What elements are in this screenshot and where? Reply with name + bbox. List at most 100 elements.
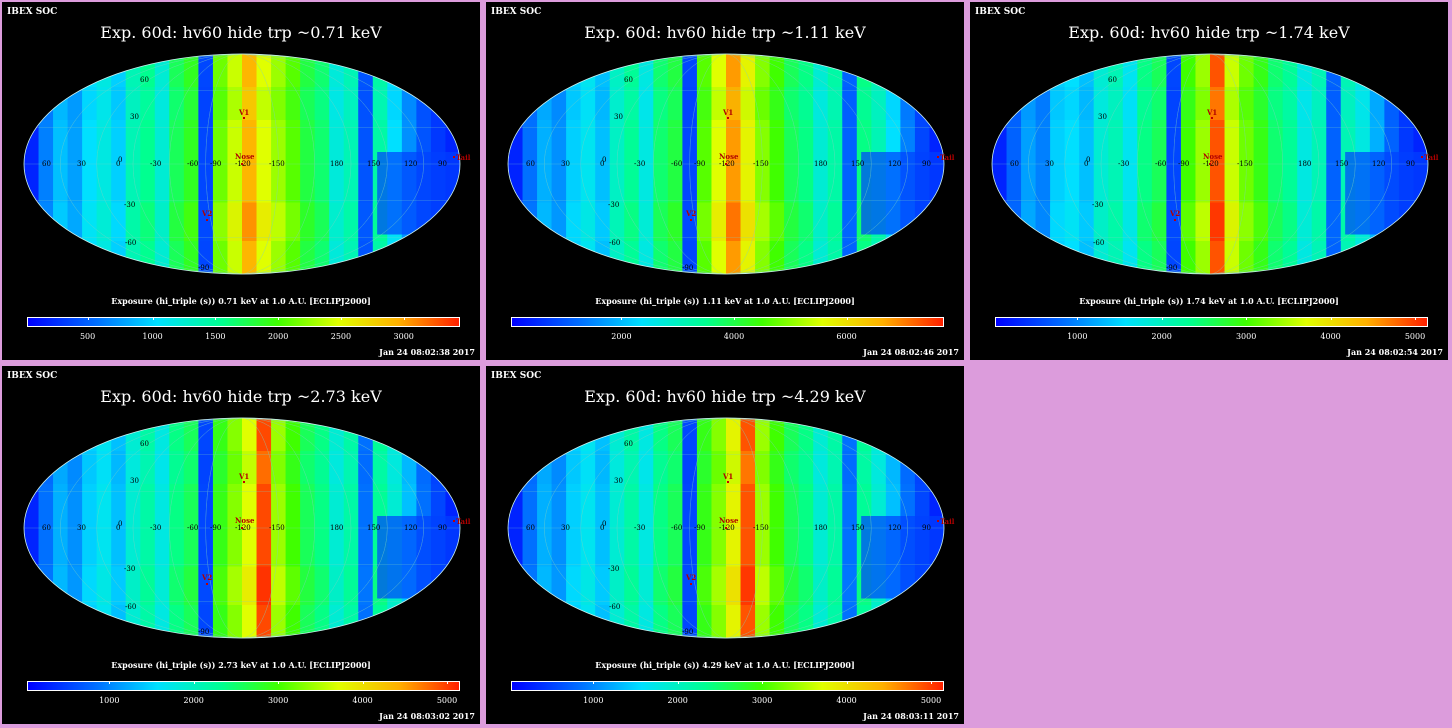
map-outline (23, 53, 461, 275)
v2-marker-label: V2 (685, 573, 696, 582)
lat-label: -90 (682, 628, 693, 636)
colorbar (27, 317, 460, 327)
lon-label: 90 (1406, 160, 1415, 168)
lon-label: 150 (851, 524, 864, 532)
tick-mark (193, 681, 195, 684)
soc-header: IBEX SOC (491, 371, 542, 381)
tick-mark (278, 681, 280, 684)
tail-marker-dot (937, 520, 939, 522)
v2-marker-dot (1174, 219, 1176, 221)
lon-label: -60 (187, 160, 198, 168)
lon-label: 120 (1372, 160, 1385, 168)
tick-mark (1077, 317, 1079, 320)
sky-map-panel: IBEX SOC60300-30-60-9060300-30-60-90-120… (486, 366, 964, 724)
nose-marker-label: Nose (235, 516, 255, 525)
lon-label: 0 (116, 160, 120, 168)
colorbar-title: Exposure (hi_triple (s)) 1.11 keV at 1.0… (595, 296, 855, 306)
v2-marker-dot (206, 583, 208, 585)
v1-marker-dot (727, 481, 729, 483)
v1-marker-dot (243, 117, 245, 119)
lon-label: 60 (1010, 160, 1019, 168)
v1-marker-label: V1 (1206, 108, 1217, 117)
lon-label: 180 (814, 524, 827, 532)
soc-header: IBEX SOC (7, 7, 58, 17)
lat-label: 30 (1098, 113, 1107, 121)
timestamp: Jan 24 08:02:38 2017 (379, 347, 475, 357)
tick-mark (403, 317, 405, 320)
soc-header: IBEX SOC (7, 371, 58, 381)
tick-mark (362, 681, 364, 684)
lat-label: -60 (125, 239, 136, 247)
tick-label: 2000 (667, 696, 688, 705)
lat-label: -60 (1093, 239, 1104, 247)
tick-mark (677, 681, 679, 684)
nose-marker-dot (725, 527, 727, 529)
lon-label: 0 (600, 524, 604, 532)
lon-label: 150 (1335, 160, 1348, 168)
tick-label: 3000 (267, 696, 289, 705)
lon-label: 60 (526, 160, 535, 168)
tick-mark (1246, 317, 1248, 320)
lon-label: -150 (753, 160, 769, 168)
lat-label: -30 (124, 565, 135, 573)
map-outline (507, 53, 945, 275)
tail-marker-dot (453, 520, 455, 522)
lon-label: -30 (634, 160, 645, 168)
nose-marker-dot (241, 527, 243, 529)
lon-label: -90 (694, 524, 705, 532)
timestamp: Jan 24 08:02:54 2017 (1347, 347, 1443, 357)
lon-label: -60 (671, 524, 682, 532)
lon-label: 150 (367, 524, 380, 532)
colorbar-ticks: 2000 4000 6000 (511, 317, 944, 341)
lat-label: -30 (608, 201, 619, 209)
lon-label: 180 (330, 160, 343, 168)
mollweide-map: 60300-30-60-9060300-30-60-90-120-1501801… (23, 417, 471, 639)
sky-map-panel: IBEX SOC60300-30-60-9060300-30-60-90-120… (2, 366, 480, 724)
v2-marker-dot (690, 583, 692, 585)
tick-label: 3000 (751, 696, 773, 705)
lon-label: -60 (671, 160, 682, 168)
timestamp: Jan 24 08:02:46 2017 (863, 347, 959, 357)
soc-header: IBEX SOC (491, 7, 542, 17)
lon-label: 180 (814, 160, 827, 168)
v2-marker-dot (206, 219, 208, 221)
lat-label: 60 (140, 440, 149, 448)
tick-mark (762, 681, 764, 684)
lon-label: 0 (116, 524, 120, 532)
map-outline (23, 417, 461, 639)
timestamp: Jan 24 08:03:11 2017 (863, 711, 959, 721)
lat-label: 60 (624, 76, 633, 84)
colorbar-ticks: 1000 2000 3000 4000 5000 (995, 317, 1428, 341)
mollweide-map: 60300-30-60-9060300-30-60-90-120-1501801… (507, 417, 955, 639)
nose-marker-label: Nose (719, 516, 739, 525)
lat-label: 0 (1086, 156, 1090, 164)
tick-mark (1330, 317, 1332, 320)
tick-mark (215, 317, 217, 320)
lon-label: -90 (210, 524, 221, 532)
v1-marker-label: V1 (238, 108, 249, 117)
colorbar-ticks: 500 1000 1500 2000 2500 3000 (27, 317, 460, 341)
lat-label: 60 (624, 440, 633, 448)
lat-label: 0 (118, 520, 122, 528)
sky-map-panel: IBEX SOC60300-30-60-9060300-30-60-90-120… (970, 2, 1448, 360)
lon-label: 120 (888, 160, 901, 168)
lon-label: 150 (367, 160, 380, 168)
tick-label: 5000 (920, 696, 942, 705)
lon-label: 180 (1298, 160, 1311, 168)
lon-label: 0 (1084, 160, 1088, 168)
tick-label: 2500 (330, 332, 352, 341)
lon-label: -150 (1237, 160, 1253, 168)
tick-label: 2000 (1151, 332, 1172, 341)
mollweide-map: 60300-30-60-9060300-30-60-90-120-1501801… (507, 53, 955, 275)
tick-mark (621, 317, 623, 320)
colorbar-ticks: 1000 2000 3000 4000 5000 (511, 681, 944, 705)
lon-label: 90 (438, 524, 447, 532)
colorbar-title: Exposure (hi_triple (s)) 1.74 keV at 1.0… (1079, 296, 1339, 306)
tick-label: 1000 (583, 696, 604, 705)
lon-label: 60 (526, 524, 535, 532)
tick-mark (340, 317, 342, 320)
colorbar-title: Exposure (hi_triple (s)) 4.29 keV at 1.0… (595, 660, 855, 670)
lat-label: 30 (130, 113, 139, 121)
panel-title: Exp. 60d: hv60 hide trp ~2.73 keV (100, 387, 382, 406)
